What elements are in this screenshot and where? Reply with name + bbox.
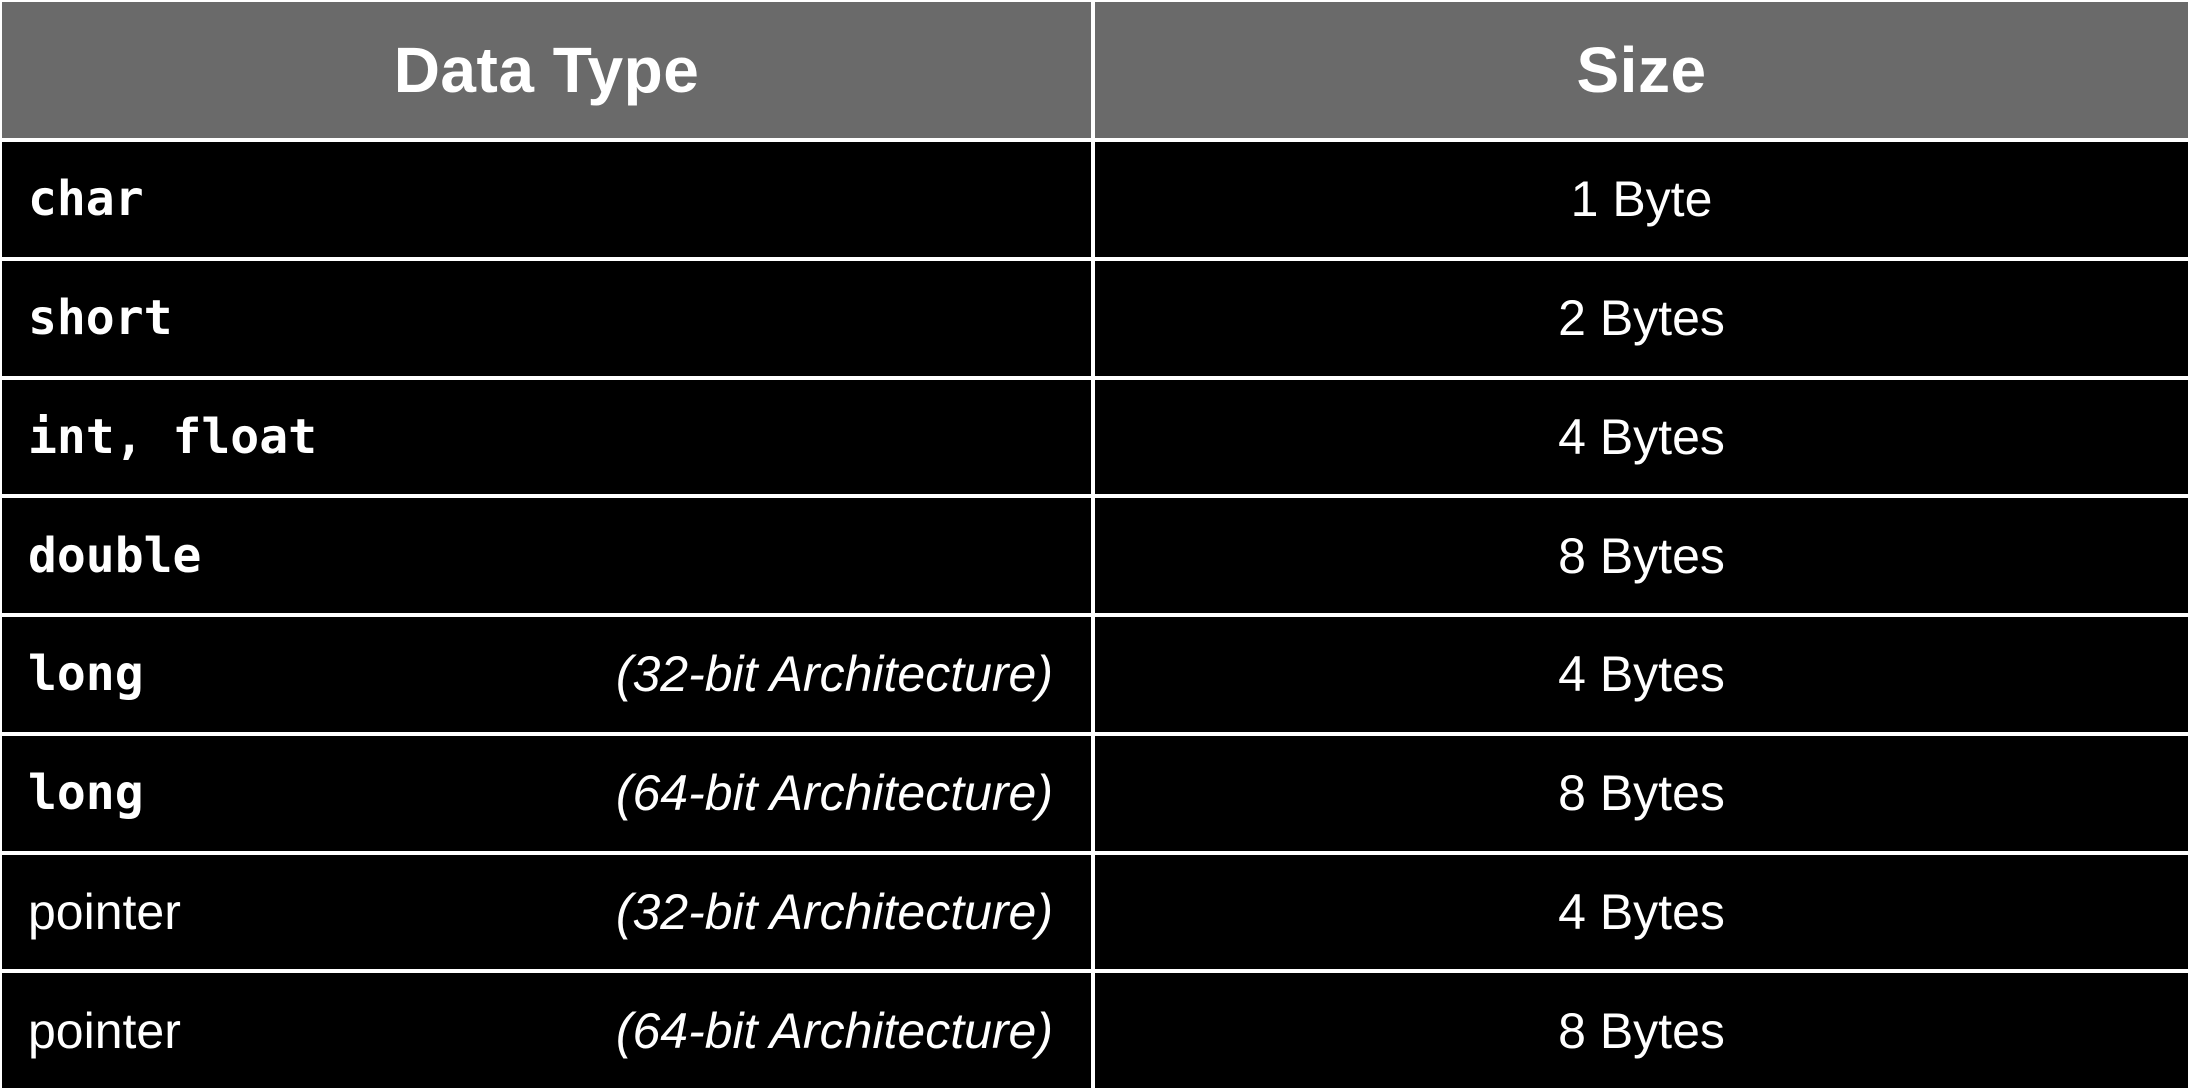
table-row-type: char <box>0 140 1093 259</box>
table-row-size: 8 Bytes <box>1093 496 2190 615</box>
type-name: long <box>28 646 144 703</box>
architecture-note: (64-bit Architecture) <box>615 1002 1053 1059</box>
header-size: Size <box>1093 0 2190 140</box>
table-row-type: short <box>0 258 1093 378</box>
table-row-size: 1 Byte <box>1093 140 2190 259</box>
table-row-type: long (64-bit Architecture) <box>0 733 1093 853</box>
table-row-size: 2 Bytes <box>1093 258 2190 378</box>
table-row-type: pointer (64-bit Architecture) <box>0 971 1093 1090</box>
table-row-size: 4 Bytes <box>1093 852 2190 972</box>
header-data-type: Data Type <box>0 0 1093 140</box>
table-row-size: 8 Bytes <box>1093 733 2190 853</box>
table-row-size: 4 Bytes <box>1093 377 2190 497</box>
table-row-size: 8 Bytes <box>1093 971 2190 1090</box>
architecture-note: (32-bit Architecture) <box>615 883 1053 940</box>
table-row-type: long (32-bit Architecture) <box>0 615 1093 734</box>
architecture-note: (64-bit Architecture) <box>615 765 1053 822</box>
type-name: pointer <box>28 883 181 940</box>
table-row-type: pointer (32-bit Architecture) <box>0 852 1093 972</box>
table-row-type: int, float <box>0 377 1093 497</box>
type-name: int, float <box>28 408 317 465</box>
architecture-note: (32-bit Architecture) <box>615 646 1053 703</box>
type-name: short <box>28 290 173 347</box>
type-name: long <box>28 765 144 822</box>
type-name: double <box>28 527 202 584</box>
table-row-type: double <box>0 496 1093 615</box>
type-name: char <box>28 171 144 228</box>
type-name: pointer <box>28 1002 181 1059</box>
table-row-size: 4 Bytes <box>1093 615 2190 734</box>
